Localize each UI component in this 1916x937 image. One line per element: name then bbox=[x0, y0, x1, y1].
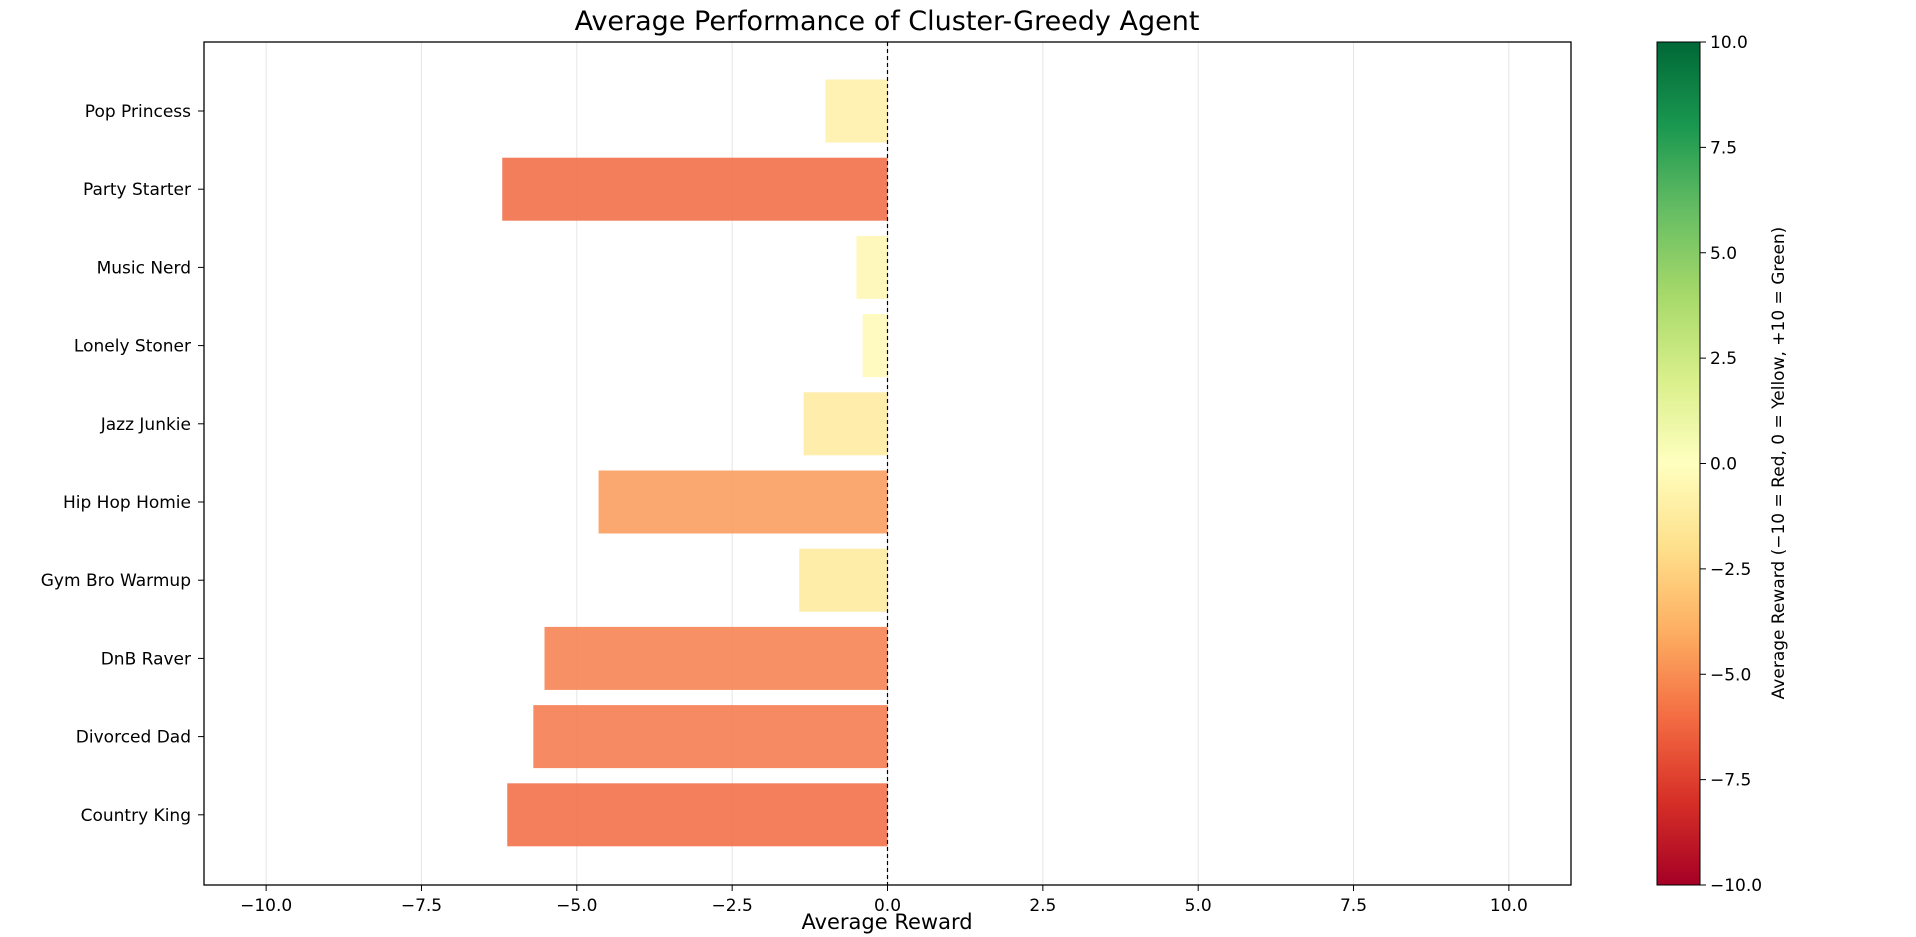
chart-title: Average Performance of Cluster-Greedy Ag… bbox=[575, 6, 1200, 37]
colorbar-tick-label: −5.0 bbox=[1710, 665, 1751, 685]
bar bbox=[803, 392, 888, 456]
bar bbox=[544, 626, 888, 690]
colorbar-tick-label: 2.5 bbox=[1710, 349, 1737, 369]
x-tick-label: 7.5 bbox=[1340, 896, 1367, 916]
colorbar-tick-label: 0.0 bbox=[1710, 455, 1737, 475]
bar bbox=[799, 548, 888, 612]
bar bbox=[502, 157, 888, 221]
y-tick-label: Divorced Dad bbox=[76, 728, 191, 748]
x-tick-label: 2.5 bbox=[1029, 896, 1056, 916]
y-tick-label: DnB Raver bbox=[101, 649, 191, 669]
colorbar-gradient bbox=[1656, 41, 1701, 886]
bar bbox=[507, 783, 888, 847]
y-tick-label: Music Nerd bbox=[97, 258, 191, 278]
colorbar bbox=[1656, 41, 1701, 886]
bar bbox=[856, 235, 888, 299]
x-tick-label: 10.0 bbox=[1490, 896, 1528, 916]
y-tick-label: Country King bbox=[81, 806, 191, 826]
bar bbox=[598, 470, 888, 534]
colorbar-tick-label: −10.0 bbox=[1710, 876, 1762, 896]
x-tick-label: −2.5 bbox=[712, 896, 753, 916]
x-tick-label: −7.5 bbox=[401, 896, 442, 916]
colorbar-tick-label: 7.5 bbox=[1710, 138, 1737, 158]
y-tick-label: Lonely Stoner bbox=[74, 337, 191, 357]
x-axis-label: Average Reward bbox=[801, 910, 972, 934]
y-tick-label: Hip Hop Homie bbox=[63, 493, 191, 513]
y-tick-label: Pop Princess bbox=[85, 102, 191, 122]
bar bbox=[862, 314, 888, 378]
plot-area bbox=[265, 42, 1510, 885]
colorbar-tick-label: 10.0 bbox=[1710, 33, 1748, 53]
x-tick-label: −10.0 bbox=[240, 896, 292, 916]
colorbar-tick-label: −2.5 bbox=[1710, 560, 1751, 580]
bar bbox=[533, 705, 888, 769]
colorbar-label: Average Reward (−10 = Red, 0 = Yellow, +… bbox=[1769, 227, 1789, 700]
x-tick-label: 5.0 bbox=[1185, 896, 1212, 916]
bar bbox=[825, 79, 888, 143]
y-tick-label: Gym Bro Warmup bbox=[41, 571, 191, 591]
colorbar-tick-label: −7.5 bbox=[1710, 771, 1751, 791]
y-tick-label: Jazz Junkie bbox=[100, 415, 191, 435]
y-tick-label: Party Starter bbox=[83, 180, 191, 200]
x-tick-label: 0.0 bbox=[874, 896, 901, 916]
x-tick-label: −5.0 bbox=[556, 896, 597, 916]
colorbar-tick-label: 5.0 bbox=[1710, 244, 1737, 264]
